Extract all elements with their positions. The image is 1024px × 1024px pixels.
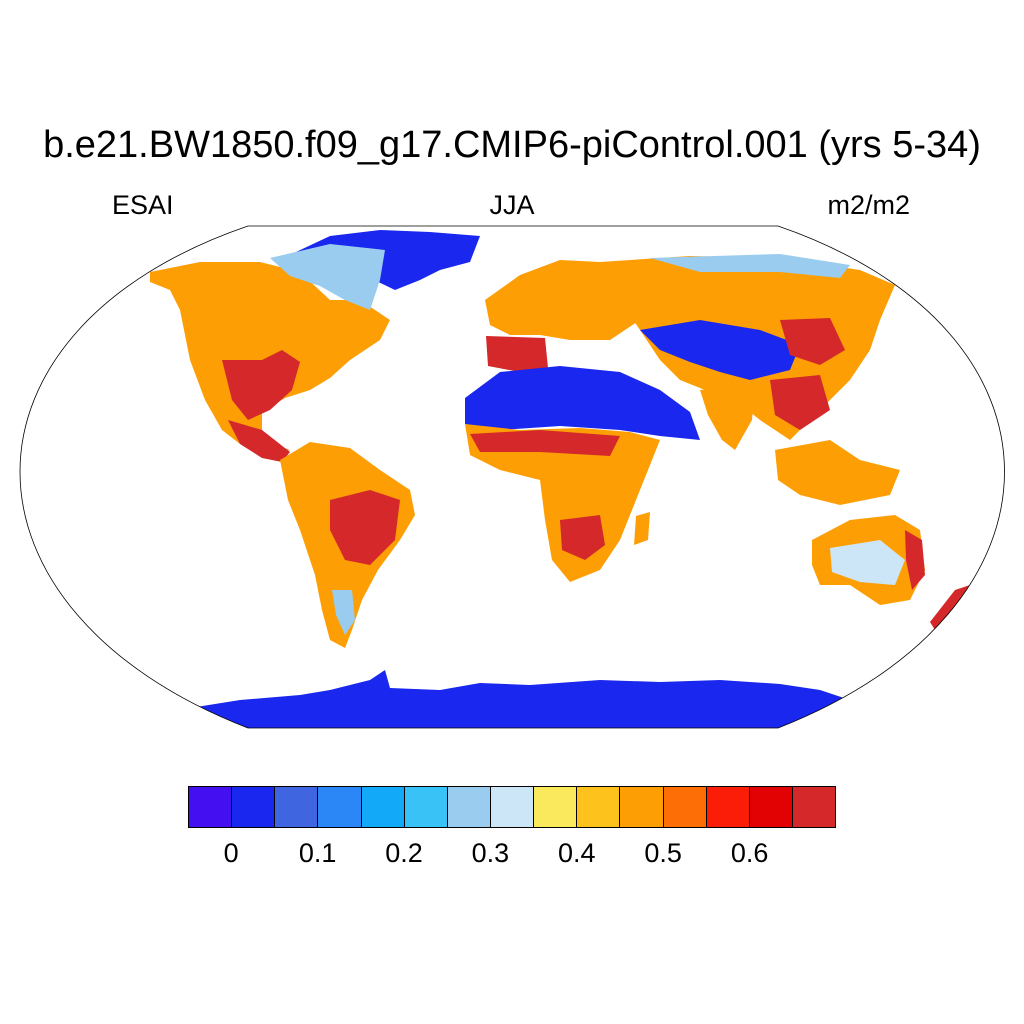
plot-title: b.e21.BW1850.f09_g17.CMIP6-piControl.001… — [43, 124, 981, 166]
china-red — [770, 375, 830, 430]
australia-interior — [830, 540, 905, 585]
season-label: JJA — [489, 190, 535, 220]
north-america-north — [270, 244, 385, 310]
colorbar-tick-label: 0.1 — [298, 838, 337, 868]
central-asia-bare — [640, 320, 800, 380]
colorbar-box — [490, 787, 535, 827]
colorbar-box — [534, 787, 578, 827]
siberia-north — [650, 254, 850, 278]
colorbar-tick-label: 0 — [223, 838, 239, 868]
patagonia — [332, 590, 355, 635]
india — [700, 385, 755, 450]
sahara-arabia — [465, 366, 700, 440]
globe-outline — [19, 225, 1005, 729]
central-america — [228, 420, 290, 462]
madagascar — [634, 512, 650, 545]
variable-label: ESAI — [112, 190, 174, 220]
north-america-red — [222, 350, 300, 420]
colorbar-box — [318, 787, 362, 827]
southern-africa-red — [560, 515, 605, 560]
colorbar-box — [447, 787, 491, 827]
units-label: m2/m2 — [827, 190, 910, 220]
iberia — [486, 336, 548, 372]
colorbar-tick-label: 0.5 — [644, 838, 682, 868]
greenland — [296, 230, 480, 290]
colorbar-box — [404, 787, 448, 827]
colorbar — [188, 786, 836, 828]
new-zealand — [930, 585, 970, 630]
southeast-asia — [775, 440, 900, 505]
colorbar-tick-label: 0.4 — [558, 838, 596, 868]
colorbar-tick-label: 0.6 — [730, 838, 769, 868]
colorbar-box — [663, 787, 707, 827]
africa — [465, 424, 660, 582]
colorbar-box — [361, 787, 405, 827]
colorbar-box — [275, 787, 319, 827]
colorbar-box — [792, 787, 836, 827]
colorbar-box — [232, 787, 276, 827]
europe — [485, 260, 640, 340]
colorbar-tick-label: 0.2 — [385, 838, 423, 868]
colorbar-box — [189, 787, 233, 827]
antarctica — [160, 670, 880, 728]
colorbar-box — [620, 787, 664, 827]
colorbar-tick-label: 0.3 — [471, 838, 510, 868]
australia-east-red — [905, 530, 925, 590]
colorbar-box — [577, 787, 621, 827]
colorbar-box — [706, 787, 750, 827]
sahel-red — [470, 430, 620, 456]
mongolia-red — [780, 318, 845, 365]
colorbar-box — [749, 787, 793, 827]
south-america-red — [330, 490, 400, 565]
